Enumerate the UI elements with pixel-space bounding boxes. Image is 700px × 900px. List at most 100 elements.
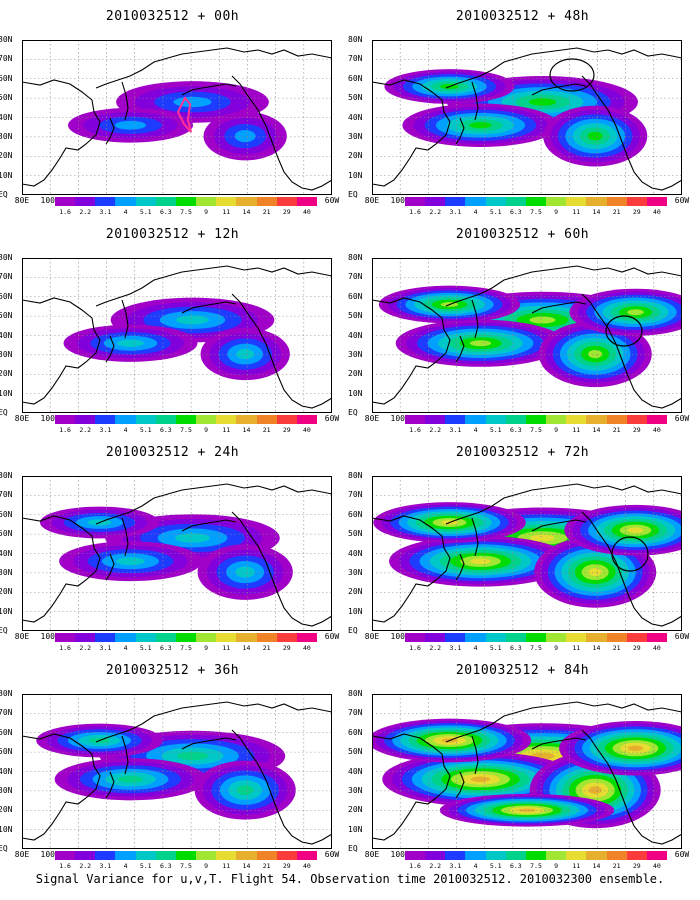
colorbar-level-label: 4 [123, 862, 128, 870]
map-frame [372, 476, 682, 631]
latitude-label: 30N [348, 349, 363, 359]
colorbar-swatch [546, 851, 567, 860]
latitude-label: 50N [348, 311, 363, 321]
colorbar-swatch [485, 415, 506, 424]
coastline [95, 49, 213, 89]
colorbar-swatch [405, 197, 426, 206]
variance-contour [116, 557, 145, 566]
colorbar-swatch [236, 851, 257, 860]
variance-contour [114, 120, 147, 130]
colorbar-level-label: 1.6 [59, 644, 71, 652]
variance-contour [469, 122, 492, 129]
colorbar-swatch [256, 415, 277, 424]
colorbar-swatch [586, 197, 607, 206]
panel-title: 2010032512 + 72h [455, 445, 590, 460]
longitude-label: 60W [674, 196, 690, 205]
variance-contour [588, 786, 602, 794]
colorbar-swatch [115, 851, 136, 860]
colorbar-level-label: 29 [632, 208, 641, 216]
latitude-label: 30N [0, 567, 13, 577]
panel-title: 2010032512 + 12h [105, 227, 240, 242]
colorbar [55, 851, 318, 860]
colorbar-swatch [135, 415, 156, 424]
coastline [121, 81, 129, 121]
latitude-label: 10N [0, 824, 13, 834]
colorbar-level-label: 9 [204, 644, 209, 652]
variance-contour [470, 776, 491, 782]
coastline [211, 701, 332, 713]
colorbar-level-label: 7.5 [180, 644, 192, 652]
colorbar-swatch [256, 197, 277, 206]
latitude-label: EQ [348, 844, 358, 853]
flight-track [176, 96, 192, 133]
colorbar-swatch [525, 633, 547, 642]
colorbar-swatch [485, 851, 506, 860]
latitude-label: EQ [0, 844, 8, 853]
variance-contour [470, 558, 491, 565]
colorbar-level-label: 7.5 [530, 426, 542, 434]
panel-title: 2010032512 + 84h [455, 663, 590, 678]
colorbar-swatch [236, 415, 257, 424]
colorbar-level-label: 3.1 [449, 644, 462, 652]
latitude-label: 70N [348, 708, 363, 718]
coastline [445, 485, 563, 525]
latitude-label: 40N [348, 112, 363, 122]
variance-map [22, 40, 332, 195]
coastline [561, 47, 682, 59]
latitude-label: 50N [0, 747, 13, 757]
colorbar-swatch [196, 197, 217, 206]
colorbar-swatch [196, 633, 217, 642]
colorbar-swatch [525, 197, 547, 206]
longitude-label: 60W [324, 632, 340, 641]
colorbar-level-label: 29 [632, 862, 641, 870]
coastline [105, 771, 115, 799]
colorbar-level-label: 1.6 [409, 862, 421, 870]
longitude-label: 80E [364, 196, 380, 205]
variance-map [22, 258, 332, 413]
colorbar-swatch [525, 415, 547, 424]
map-panel: 2010032512 + 36h 80N 70N 60N 50N 40N 30N 20N 10N… [0, 654, 345, 874]
latitude-label: 70N [0, 490, 13, 500]
latitude-label: 50N [348, 93, 363, 103]
coastline [581, 75, 682, 191]
panel-title: 2010032512 + 00h [105, 9, 240, 24]
colorbar-swatch [55, 197, 76, 206]
colorbar-swatch [505, 851, 526, 860]
colorbar-level-label: 5.1 [489, 644, 502, 652]
colorbar-level-label: 6.3 [159, 208, 172, 216]
latitude-label: 60N [348, 509, 363, 519]
colorbar-level-label: 3.1 [449, 208, 462, 216]
longitude-label: 60W [324, 196, 340, 205]
colorbar-level-label: 2.2 [79, 862, 92, 870]
colorbar-swatch [95, 415, 116, 424]
map-frame [372, 40, 682, 195]
map-canvas [372, 40, 682, 195]
latitude-label: EQ [0, 190, 8, 199]
colorbar-swatch [566, 415, 587, 424]
colorbar-swatch [75, 851, 96, 860]
longitude-label: 100E [40, 196, 60, 205]
coastline [455, 117, 465, 145]
colorbar-level-label: 4 [473, 644, 478, 652]
colorbar-swatch [216, 197, 237, 206]
colorbar-swatch [586, 851, 607, 860]
coastline [372, 515, 451, 623]
colorbar-swatch [626, 415, 647, 424]
colorbar-level-label: 1.6 [409, 208, 421, 216]
colorbar-level-label: 14 [242, 862, 251, 870]
variance-contour [235, 566, 255, 578]
colorbar-level-label: 6.3 [509, 862, 522, 870]
longitude-label: 80E [14, 414, 30, 423]
colorbar-swatch [586, 633, 607, 642]
latitude-label: 80N [0, 253, 13, 262]
variance-contour [236, 785, 254, 796]
colorbar-level-label: 14 [242, 644, 251, 652]
colorbar-level-label: 5.1 [139, 862, 152, 870]
colorbar-swatch [566, 633, 587, 642]
coastline [105, 117, 115, 145]
latitude-label: 40N [0, 548, 13, 558]
longitude-label: 100E [40, 414, 60, 423]
colorbar-swatch [425, 197, 446, 206]
panel-title: 2010032512 + 36h [105, 663, 240, 678]
latitude-label: 30N [0, 131, 13, 141]
